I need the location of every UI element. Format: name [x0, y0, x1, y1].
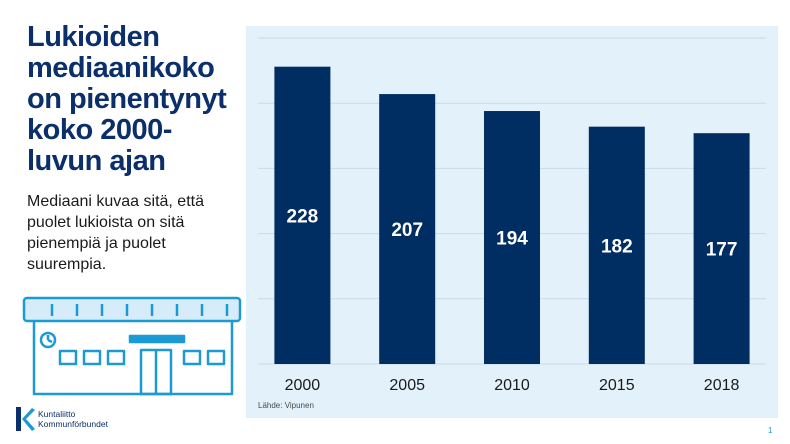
- x-axis-ticks: 2000 2005 2010 2015 2018: [285, 377, 740, 394]
- bars: [274, 66, 750, 365]
- school-building-icon: [22, 296, 242, 396]
- x-tick-label: 2010: [494, 377, 530, 394]
- chart-panel: 228 207 194 182 177 2000 2005 2010 2015 2018: [246, 26, 778, 418]
- bar: [588, 126, 645, 364]
- logo-line-2: Kommunförbundet: [38, 418, 108, 429]
- bar: [693, 133, 750, 364]
- bar: [274, 66, 331, 365]
- source-note: Lähde: Vipunen: [258, 401, 314, 410]
- data-label: 207: [391, 220, 423, 241]
- kuntaliitto-logo-icon: [16, 407, 35, 431]
- slide-subtitle: Mediaani kuvaa sitä, että puolet lukiois…: [27, 193, 204, 273]
- bar: [484, 111, 540, 364]
- bar: [379, 94, 436, 365]
- x-tick-label: 2018: [704, 377, 740, 394]
- data-labels: 228 207 194 182 177: [287, 206, 738, 260]
- x-tick-label: 2015: [599, 377, 635, 394]
- logo-text: Kuntaliitto Kommunförbundet: [38, 409, 108, 429]
- x-tick-label: 2000: [285, 377, 321, 394]
- data-label: 194: [496, 229, 528, 250]
- logo-line-1: Kuntaliitto: [38, 409, 76, 419]
- data-label: 177: [706, 240, 738, 261]
- data-label: 182: [601, 236, 633, 257]
- data-label: 228: [287, 206, 319, 227]
- x-tick-label: 2005: [389, 377, 425, 394]
- slide-title: Lukioiden mediaanikoko on pienentynyt ko…: [27, 21, 227, 177]
- page-number: 1: [768, 426, 773, 435]
- median-size-bar-chart: 228 207 194 182 177 2000 2005 2010 2015 2018: [258, 37, 766, 394]
